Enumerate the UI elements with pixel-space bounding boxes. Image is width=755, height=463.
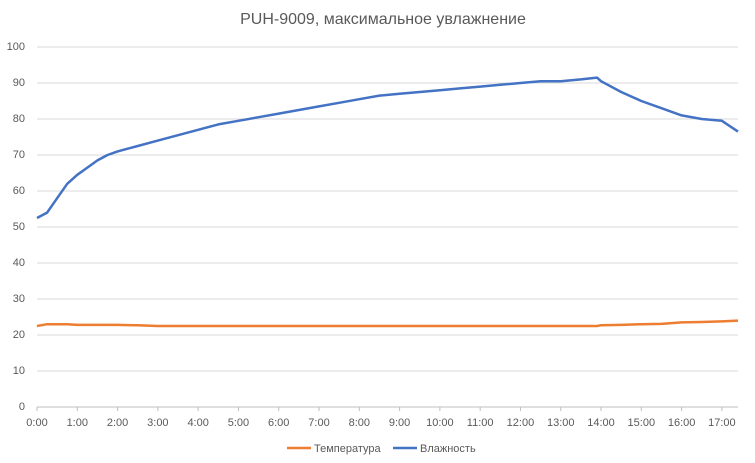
x-tick-label: 0:00 <box>26 417 47 429</box>
y-tick-label: 30 <box>13 293 25 305</box>
y-tick-label: 80 <box>13 113 25 125</box>
y-tick-label: 60 <box>13 185 25 197</box>
x-tick-label: 2:00 <box>107 417 128 429</box>
x-tick-label: 14:00 <box>587 417 615 429</box>
y-tick-label: 50 <box>13 221 25 233</box>
legend-label: Температура <box>314 443 382 455</box>
x-tick-label: 13:00 <box>547 417 575 429</box>
x-tick-label: 6:00 <box>268 417 289 429</box>
y-tick-label: 10 <box>13 365 25 377</box>
x-tick-label: 12:00 <box>507 417 535 429</box>
x-tick-label: 16:00 <box>668 417 696 429</box>
y-tick-label: 20 <box>13 329 25 341</box>
line <box>36 319 739 328</box>
line <box>36 76 739 220</box>
y-tick-label: 90 <box>13 77 25 89</box>
x-tick-label: 8:00 <box>349 417 370 429</box>
x-tick-label: 5:00 <box>228 417 249 429</box>
x-tick-label: 10:00 <box>426 417 454 429</box>
x-tick-label: 17:00 <box>708 417 736 429</box>
y-tick-label: 100 <box>7 41 25 53</box>
x-tick-label: 1:00 <box>67 417 88 429</box>
x-tick-label: 3:00 <box>147 417 168 429</box>
x-tick-label: 4:00 <box>187 417 208 429</box>
y-tick-label: 40 <box>13 257 25 269</box>
legend-label: Влажность <box>420 443 476 455</box>
x-tick-label: 11:00 <box>467 417 494 429</box>
x-tick-label: 7:00 <box>308 417 329 429</box>
chart-title: PUH-9009, максимальное увлажнение <box>240 11 526 28</box>
x-tick-label: 9:00 <box>389 417 410 429</box>
x-tick-label: 15:00 <box>628 417 656 429</box>
y-tick-label: 0 <box>19 401 25 413</box>
y-tick-label: 70 <box>13 149 25 161</box>
